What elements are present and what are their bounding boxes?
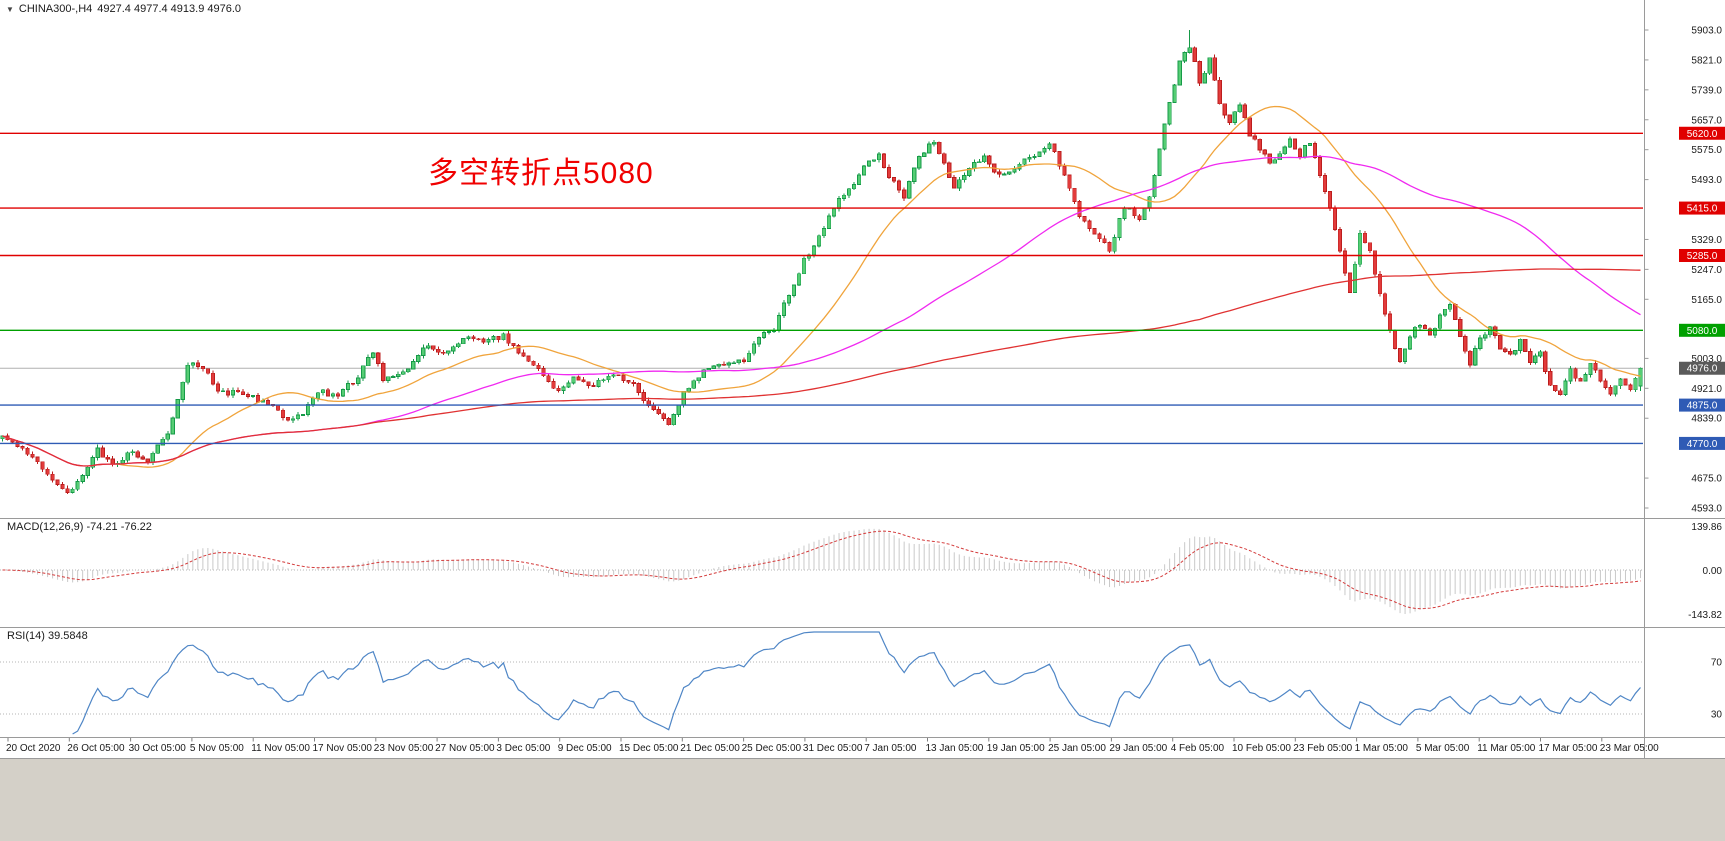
support-resistance-lines[interactable]: [0, 132, 1643, 445]
date-tick-label: 26 Oct 05:00: [67, 743, 125, 754]
price-tick-label: 5329.0: [1691, 235, 1722, 246]
date-tick-label: 15 Dec 05:00: [619, 743, 679, 754]
macd-scale-label: 0.00: [1703, 566, 1723, 577]
price-tick-label: 5903.0: [1691, 26, 1722, 37]
date-tick-label: 23 Nov 05:00: [374, 743, 434, 754]
date-tick-label: 17 Mar 05:00: [1539, 743, 1598, 754]
price-badge: [1679, 323, 1725, 337]
date-tick-label: 3 Dec 05:00: [496, 743, 550, 754]
date-tick-label: 1 Mar 05:00: [1355, 743, 1409, 754]
macd-scale-label: 139.86: [1691, 522, 1722, 533]
date-tick-label: 25 Jan 05:00: [1048, 743, 1106, 754]
price-scale[interactable]: 5903.0 5821.0 5739.0 5657.0 5575.0 5493.0 5329…: [1644, 26, 1725, 515]
price-tick-label: 4839.0: [1691, 414, 1722, 425]
collapse-panel-icon[interactable]: ▼: [6, 4, 14, 14]
candlesticks: [0, 30, 1643, 495]
date-tick-label: 17 Nov 05:00: [313, 743, 373, 754]
rsi-pane: 70 30: [0, 631, 1723, 735]
date-tick-label: 20 Oct 2020: [6, 743, 61, 754]
price-tick-label: 5165.0: [1691, 295, 1722, 306]
price-badge: [1679, 398, 1725, 412]
price-tick-label: 5493.0: [1691, 175, 1722, 186]
window-bottom-area: [0, 758, 1725, 841]
date-tick-label: 23 Mar 05:00: [1600, 743, 1659, 754]
moving-average-lines: [2, 105, 1641, 468]
price-badge-label: 5415.0: [1687, 204, 1718, 215]
price-badge: [1679, 361, 1725, 375]
date-tick-label: 7 Jan 05:00: [864, 743, 917, 754]
price-badge: [1679, 201, 1725, 215]
date-tick-label: 5 Mar 05:00: [1416, 743, 1470, 754]
price-tick-label: 5575.0: [1691, 145, 1722, 156]
price-tick-label: 4593.0: [1691, 504, 1722, 515]
date-tick-label: 31 Dec 05:00: [803, 743, 863, 754]
date-tick-label: 29 Jan 05:00: [1109, 743, 1167, 754]
date-tick-label: 19 Jan 05:00: [987, 743, 1045, 754]
date-tick-label: 10 Feb 05:00: [1232, 743, 1291, 754]
price-tick-label: 4921.0: [1691, 384, 1722, 395]
chart-canvas[interactable]: 5903.0 5821.0 5739.0 5657.0 5575.0 5493.0 5329…: [0, 0, 1725, 758]
price-badge-label: 5080.0: [1687, 326, 1718, 337]
ma-24-line: [2, 105, 1641, 468]
macd-signal-line: [2, 530, 1641, 610]
price-badge-label: 4976.0: [1687, 364, 1718, 375]
price-tick-label: 5739.0: [1691, 85, 1722, 96]
date-tick-label: 5 Nov 05:00: [190, 743, 244, 754]
date-tick-label: 21 Dec 05:00: [680, 743, 740, 754]
rsi-scale-label: 30: [1711, 710, 1723, 721]
price-badge-label: 5620.0: [1687, 129, 1718, 140]
rsi-scale-label: 70: [1711, 658, 1723, 669]
ma-240-line: [2, 268, 1641, 467]
price-tick-label: 5821.0: [1691, 55, 1722, 66]
rsi-line: [72, 631, 1641, 735]
date-tick-label: 9 Dec 05:00: [558, 743, 612, 754]
price-badge: [1679, 248, 1725, 262]
price-badge: [1679, 436, 1725, 450]
date-axis[interactable]: 20 Oct 2020 26 Oct 05:00 30 Oct 05:00 5 Nov…: [6, 738, 1659, 754]
price-tick-label: 4675.0: [1691, 474, 1722, 485]
date-tick-label: 27 Nov 05:00: [435, 743, 495, 754]
date-tick-label: 4 Feb 05:00: [1171, 743, 1225, 754]
pane-separators: [0, 0, 1725, 758]
date-tick-label: 11 Mar 05:00: [1477, 743, 1536, 754]
price-tick-label: 5657.0: [1691, 115, 1722, 126]
macd-pane: 139.86 0.00 -143.82: [0, 522, 1722, 621]
price-badge-label: 4875.0: [1687, 401, 1718, 412]
price-tick-label: 5003.0: [1691, 354, 1722, 365]
price-tick-label: 5247.0: [1691, 265, 1722, 276]
price-badge-label: 5285.0: [1687, 251, 1718, 262]
date-tick-label: 30 Oct 05:00: [129, 743, 187, 754]
price-badge: [1679, 126, 1725, 140]
ma-72-line: [2, 155, 1641, 467]
date-tick-label: 13 Jan 05:00: [926, 743, 984, 754]
date-tick-label: 23 Feb 05:00: [1293, 743, 1352, 754]
date-tick-label: 25 Dec 05:00: [742, 743, 802, 754]
date-tick-label: 11 Nov 05:00: [251, 743, 310, 754]
macd-scale-label: -143.82: [1688, 610, 1722, 621]
price-badge-label: 4770.0: [1687, 439, 1718, 450]
